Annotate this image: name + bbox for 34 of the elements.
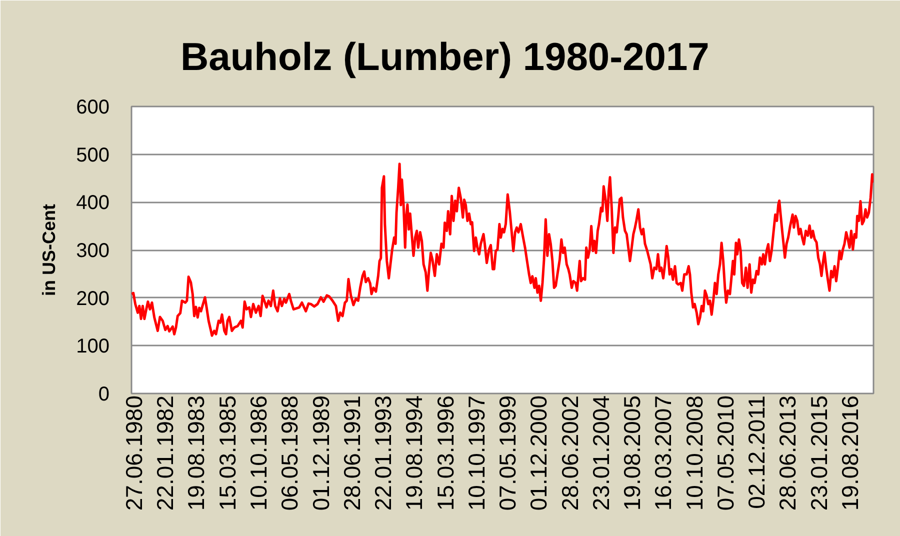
chart-title: Bauholz (Lumber) 1980-2017 [180, 36, 710, 79]
x-tick-label: 23.01.2004 [588, 395, 614, 511]
x-tick-label: 22.01.1993 [370, 395, 396, 511]
y-tick-label: 400 [76, 192, 110, 214]
x-tick-label: 01.12.2000 [526, 395, 552, 511]
x-tick-label: 19.08.1983 [183, 395, 210, 511]
y-tick-label: 100 [76, 336, 110, 358]
y-tick-label: 300 [76, 240, 110, 262]
x-tick-label: 15.03.1985 [214, 395, 240, 511]
y-tick-label: 600 [76, 96, 110, 118]
x-tick-label: 07.05.1999 [494, 395, 521, 511]
x-tick-label: 06.05.1988 [276, 395, 303, 511]
x-tick-label: 28.06.2002 [556, 395, 583, 511]
x-tick-label: 23.01.2015 [806, 395, 832, 511]
x-tick-label: 22.01.1982 [152, 395, 178, 511]
x-tick-label: 19.08.2005 [619, 395, 646, 511]
x-tick-label: 28.06.1991 [338, 395, 365, 511]
x-tick-label: 01.12.1989 [308, 395, 334, 511]
x-tick-label: 16.03.2007 [650, 395, 676, 511]
y-tick-label: 500 [76, 144, 110, 166]
x-tick-label: 19.08.1994 [401, 395, 428, 511]
line-series [132, 162, 874, 337]
y-tick-label: 0 [98, 384, 110, 406]
x-tick-label: 10.10.1986 [246, 395, 272, 511]
y-tick-label: 200 [76, 288, 110, 310]
x-tick-label: 27.06.1980 [120, 395, 147, 511]
x-tick-label: 02.12.2011 [744, 396, 770, 509]
x-tick-label: 10.10.1997 [463, 395, 490, 511]
x-tick-label: 10.10.2008 [681, 395, 708, 511]
x-tick-label: 15.03.1996 [432, 395, 458, 511]
x-tick-label: 19.08.2016 [836, 395, 863, 511]
y-axis-title: in US-Cent [39, 204, 60, 296]
x-tick-label: 07.05.2010 [712, 395, 738, 511]
x-tick-label: 28.06.2013 [774, 395, 801, 511]
